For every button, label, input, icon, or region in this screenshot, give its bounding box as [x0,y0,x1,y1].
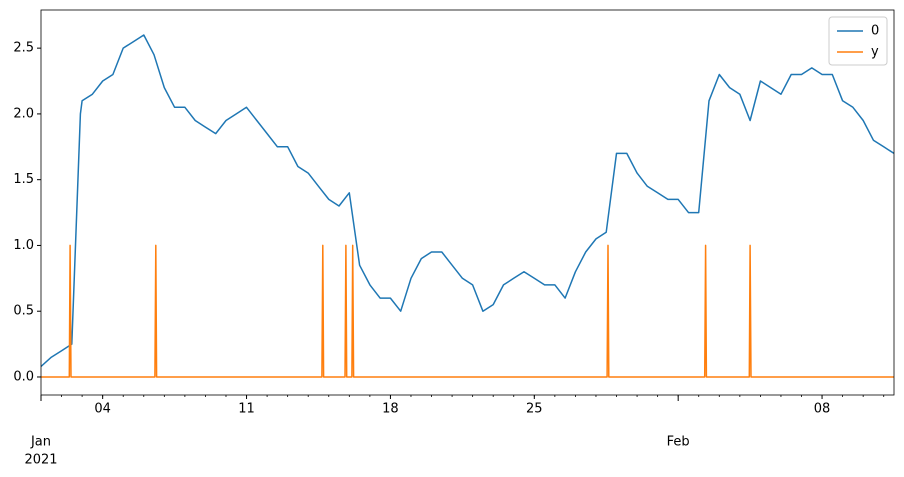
y-tick-label: 2.0 [13,106,34,121]
y-tick-label: 2.5 [13,41,34,56]
y-tick-label: 1.5 [13,172,34,187]
x-month-label: Jan [30,435,51,450]
legend-label: 0 [871,24,879,39]
x-tick-label: 04 [94,402,111,417]
line [41,34,894,368]
x-tick-label: 08 [814,402,831,417]
y-tick-label: 1.0 [13,238,34,253]
x-year-label: 2021 [24,453,57,468]
x-month-label: Feb [667,435,690,450]
y-tick-label: 0.5 [13,304,34,319]
legend-box [828,16,888,66]
legend-label: y [871,45,879,60]
line [41,244,894,378]
x-tick-label: 25 [526,402,543,417]
x-tick-label: 18 [382,402,399,417]
x-tick-label: 11 [238,402,255,417]
y-tick-label: 0.0 [13,369,34,384]
plot-frame [40,9,895,396]
